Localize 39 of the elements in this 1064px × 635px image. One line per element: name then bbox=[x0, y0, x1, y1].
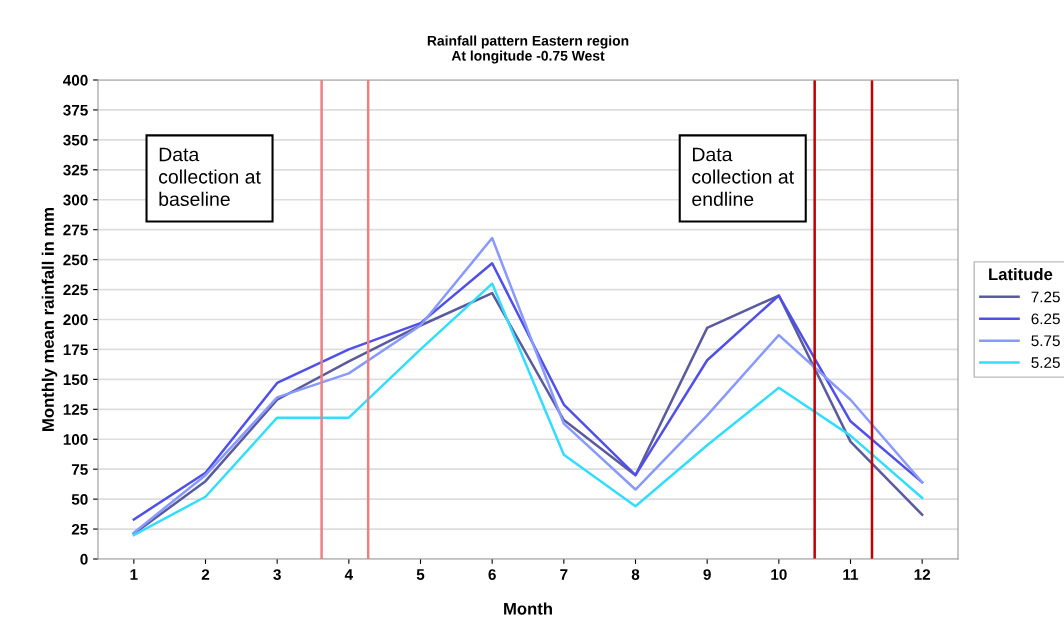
y-tick-label: 100 bbox=[63, 434, 88, 445]
x-tick-label: 2 bbox=[201, 569, 210, 580]
x-tick-label: 5 bbox=[416, 569, 425, 580]
x-tick-label: 3 bbox=[273, 569, 281, 580]
y-tick-label: 200 bbox=[63, 314, 88, 326]
legend-title: Latitude bbox=[989, 267, 1053, 281]
y-tick-label: 125 bbox=[63, 404, 88, 415]
x-tick-label: 12 bbox=[914, 569, 931, 580]
x-tick-label: 7 bbox=[560, 569, 568, 580]
x-tick-label: 11 bbox=[843, 569, 859, 580]
x-tick-label: 8 bbox=[631, 569, 640, 580]
y-tick-label: 275 bbox=[63, 224, 88, 236]
y-tick-label: 350 bbox=[63, 134, 88, 146]
y-tick-label: 0 bbox=[80, 553, 88, 565]
y-tick-label: 150 bbox=[63, 374, 88, 386]
annotation: Data collection at endline bbox=[692, 147, 794, 207]
y-tick-label: 300 bbox=[63, 194, 88, 206]
x-tick-label: 10 bbox=[771, 569, 787, 580]
annotation: Data collection at baseline bbox=[159, 147, 261, 207]
chart-title: Rainfall pattern Eastern region At longitude -0.75 West bbox=[427, 35, 629, 64]
y-tick-label: 325 bbox=[63, 164, 88, 176]
x-tick-label: 4 bbox=[344, 569, 353, 580]
y-axis-title: Monthly mean rainfall in mm bbox=[41, 208, 58, 431]
x-tick-label: 1 bbox=[130, 569, 138, 580]
y-tick-label: 175 bbox=[63, 344, 88, 356]
y-tick-label: 225 bbox=[63, 284, 88, 296]
x-axis-title: Month bbox=[504, 602, 552, 615]
y-tick-label: 250 bbox=[63, 254, 88, 266]
y-tick-label: 75 bbox=[71, 464, 88, 475]
legend-label: 5.25 bbox=[1031, 357, 1060, 369]
y-tick-label: 400 bbox=[63, 74, 88, 86]
legend-label: 5.75 bbox=[1031, 335, 1060, 347]
legend-label: 7.25 bbox=[1031, 291, 1060, 303]
y-tick-label: 50 bbox=[71, 493, 88, 505]
y-tick-label: 375 bbox=[63, 104, 88, 116]
x-tick-label: 6 bbox=[488, 569, 496, 580]
x-tick-label: 9 bbox=[703, 569, 711, 580]
legend-label: 6.25 bbox=[1031, 313, 1060, 325]
y-tick-label: 25 bbox=[71, 523, 88, 535]
